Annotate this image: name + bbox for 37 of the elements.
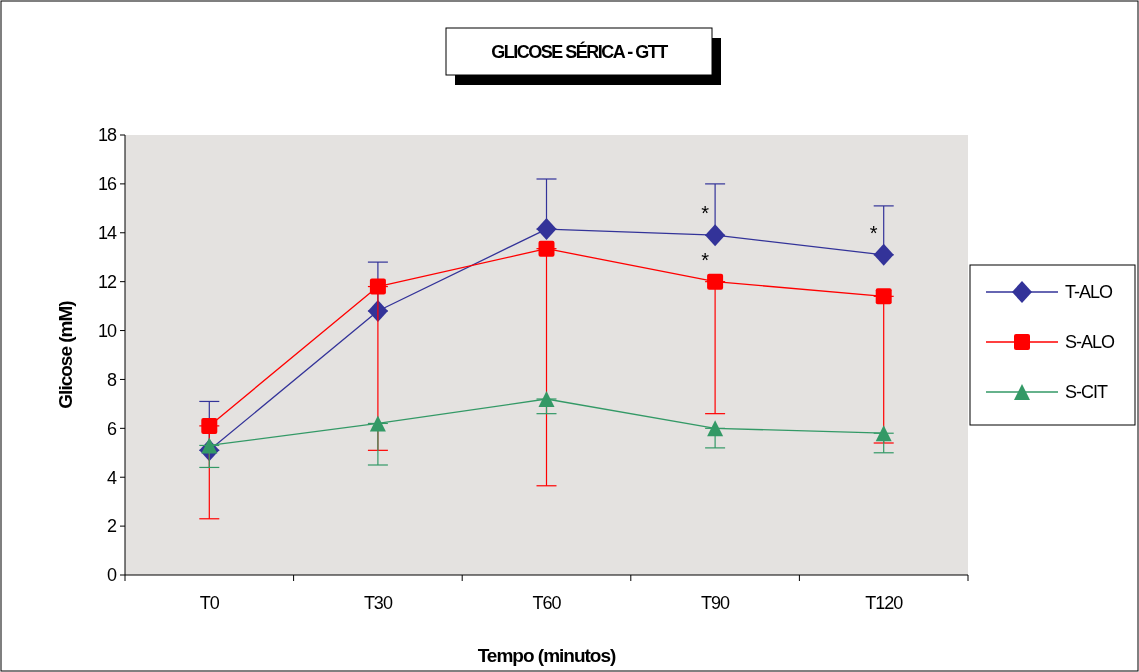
point: [705, 224, 726, 247]
y-tick-label: 8: [106, 369, 117, 390]
y-tick-label: 14: [97, 223, 117, 244]
point: [369, 415, 386, 432]
x-tick-label: T30: [363, 593, 393, 613]
x-tick-label: T120: [865, 593, 904, 613]
x-tick-label: T60: [532, 593, 562, 613]
chart-title: GLICOSE SÉRICA - GTT: [491, 41, 669, 62]
legend-label: S-CIT: [1065, 382, 1108, 403]
point: [875, 288, 892, 305]
x-tick-label: T90: [701, 593, 731, 613]
y-tick-label: 12: [97, 271, 117, 292]
annotation: *: [701, 202, 710, 225]
legend-label: S-ALO: [1065, 332, 1116, 353]
point: [201, 417, 218, 434]
point: [369, 278, 386, 295]
point: [707, 420, 724, 437]
y-tick-label: 6: [106, 418, 117, 439]
point: [875, 425, 892, 442]
point: [707, 273, 724, 290]
y-tick-label: 18: [97, 125, 117, 146]
annotation: *: [869, 221, 878, 244]
y-axis-title: Glicose (mM): [55, 300, 76, 409]
point: [538, 240, 555, 257]
y-tick-label: 16: [97, 174, 117, 195]
point: [201, 437, 218, 454]
y-tick-label: 10: [97, 320, 117, 341]
x-tick-label: T0: [199, 593, 220, 613]
y-tick-label: 2: [106, 516, 117, 537]
x-axis-title: Tempo (minutos): [477, 645, 617, 666]
annotation: *: [701, 248, 710, 271]
point: [538, 391, 555, 407]
legend-label: T-ALO: [1065, 282, 1114, 303]
point: [536, 218, 557, 241]
y-tick-label: 0: [106, 565, 117, 586]
y-tick-label: 4: [106, 467, 117, 488]
point: [873, 243, 894, 266]
